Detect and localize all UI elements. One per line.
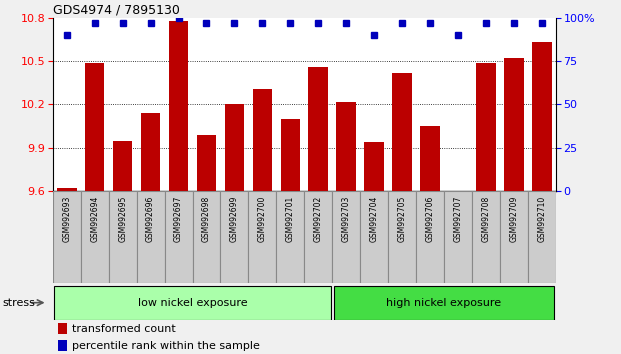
- Text: GSM992701: GSM992701: [286, 196, 295, 242]
- Text: GSM992694: GSM992694: [90, 196, 99, 242]
- Text: stress: stress: [2, 298, 35, 308]
- Bar: [444, 191, 472, 283]
- Text: high nickel exposure: high nickel exposure: [386, 298, 502, 308]
- Bar: [309, 67, 328, 191]
- Bar: [141, 113, 160, 191]
- Bar: [58, 339, 67, 351]
- Text: GSM992706: GSM992706: [425, 196, 435, 242]
- Bar: [197, 135, 216, 191]
- Bar: [53, 191, 81, 283]
- Bar: [333, 286, 555, 320]
- Text: GSM992693: GSM992693: [62, 196, 71, 242]
- Bar: [304, 191, 332, 283]
- Bar: [392, 73, 412, 191]
- Bar: [332, 191, 360, 283]
- Bar: [225, 104, 244, 191]
- Text: GSM992702: GSM992702: [314, 196, 323, 242]
- Text: GSM992704: GSM992704: [369, 196, 379, 242]
- Bar: [169, 21, 188, 191]
- Bar: [281, 119, 300, 191]
- Text: low nickel exposure: low nickel exposure: [138, 298, 247, 308]
- Bar: [193, 191, 220, 283]
- Text: GSM992698: GSM992698: [202, 196, 211, 242]
- Text: GSM992699: GSM992699: [230, 196, 239, 242]
- Text: GSM992707: GSM992707: [453, 196, 463, 242]
- Bar: [528, 191, 556, 283]
- Text: GSM992696: GSM992696: [146, 196, 155, 242]
- Text: GSM992709: GSM992709: [509, 196, 519, 242]
- Bar: [57, 188, 76, 191]
- Text: percentile rank within the sample: percentile rank within the sample: [72, 341, 260, 350]
- Bar: [54, 286, 331, 320]
- Bar: [504, 58, 524, 191]
- Bar: [472, 191, 500, 283]
- Bar: [276, 191, 304, 283]
- Bar: [420, 126, 440, 191]
- Bar: [137, 191, 165, 283]
- Text: GSM992708: GSM992708: [481, 196, 491, 242]
- Bar: [416, 191, 444, 283]
- Text: GSM992697: GSM992697: [174, 196, 183, 242]
- Bar: [248, 191, 276, 283]
- Bar: [81, 191, 109, 283]
- Text: GSM992703: GSM992703: [342, 196, 351, 242]
- Bar: [58, 323, 67, 335]
- Text: GDS4974 / 7895130: GDS4974 / 7895130: [53, 4, 179, 17]
- Bar: [448, 191, 468, 256]
- Bar: [360, 191, 388, 283]
- Bar: [220, 191, 248, 283]
- Bar: [532, 42, 551, 191]
- Text: GSM992695: GSM992695: [118, 196, 127, 242]
- Bar: [165, 191, 193, 283]
- Text: GSM992705: GSM992705: [397, 196, 407, 242]
- Bar: [253, 88, 272, 191]
- Text: GSM992710: GSM992710: [537, 196, 546, 242]
- Bar: [365, 142, 384, 191]
- Bar: [500, 191, 528, 283]
- Bar: [337, 102, 356, 191]
- Text: transformed count: transformed count: [72, 324, 176, 334]
- Bar: [113, 141, 132, 191]
- Bar: [388, 191, 416, 283]
- Bar: [109, 191, 137, 283]
- Bar: [476, 63, 496, 191]
- Bar: [85, 63, 104, 191]
- Text: GSM992700: GSM992700: [258, 196, 267, 242]
